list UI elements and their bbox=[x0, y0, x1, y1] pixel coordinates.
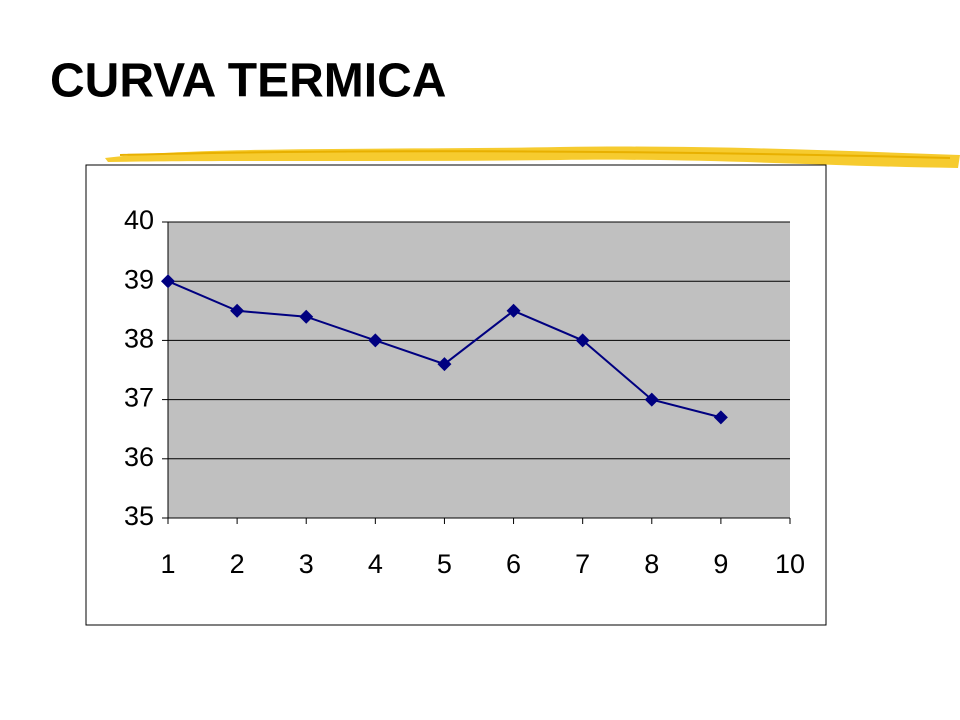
x-tick-label: 7 bbox=[575, 549, 590, 579]
x-tick-label: 3 bbox=[299, 549, 314, 579]
data-marker bbox=[161, 274, 175, 289]
data-marker bbox=[368, 333, 383, 348]
data-marker bbox=[506, 303, 521, 318]
x-tick-label: 2 bbox=[230, 549, 245, 579]
data-marker bbox=[713, 410, 728, 425]
y-tick-label: 36 bbox=[124, 442, 154, 472]
data-marker bbox=[575, 333, 590, 348]
x-tick-label: 8 bbox=[644, 549, 659, 579]
x-tick-label: 9 bbox=[713, 549, 728, 579]
x-tick-label: 6 bbox=[506, 549, 521, 579]
brush-stroke-edge bbox=[119, 150, 951, 159]
data-marker bbox=[299, 309, 314, 324]
x-tick-label: 5 bbox=[437, 549, 452, 579]
data-marker bbox=[230, 303, 245, 318]
data-marker bbox=[644, 392, 659, 407]
x-tick-label: 4 bbox=[368, 549, 383, 579]
y-tick-label: 38 bbox=[124, 324, 154, 354]
y-tick-label: 39 bbox=[124, 264, 154, 294]
data-marker bbox=[437, 357, 452, 372]
slide-title: CURVA TERMICA bbox=[50, 55, 446, 108]
x-tick-label: 1 bbox=[160, 549, 175, 579]
y-tick-label: 35 bbox=[124, 501, 154, 531]
y-tick-label: 40 bbox=[124, 205, 154, 235]
plot-area bbox=[168, 222, 790, 518]
y-tick-label: 37 bbox=[124, 383, 154, 413]
x-tick-label: 10 bbox=[775, 549, 805, 579]
